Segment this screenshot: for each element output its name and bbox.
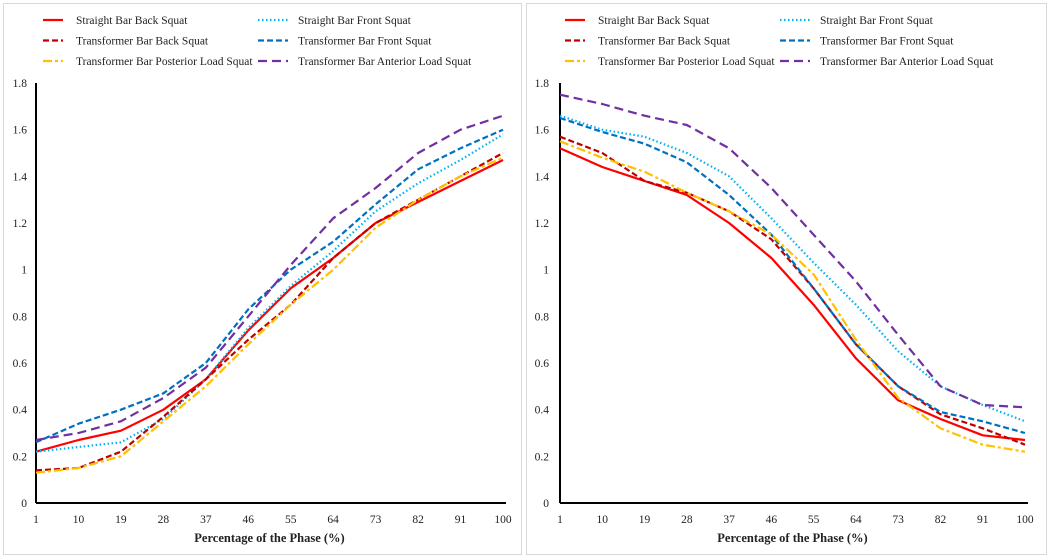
y-tick-label: 0.6 (535, 358, 550, 370)
series-line-straight-bar-front-squat (559, 114, 1026, 423)
series-line-transformer-bar-anterior-load-squat (35, 114, 504, 442)
x-tick-label: 37 (200, 514, 212, 526)
x-tick-label: 28 (158, 514, 170, 526)
y-tick-label: 0.8 (535, 311, 550, 323)
y-tick-label: 1.8 (13, 78, 28, 90)
x-tick-label: 46 (766, 514, 778, 526)
legend-label: Straight Bar Front Squat (298, 15, 412, 27)
legend-label: Transformer Bar Front Squat (820, 36, 954, 48)
x-tick-label: 1 (33, 514, 39, 526)
x-tick-label: 10 (597, 514, 609, 526)
series-line-transformer-bar-posterior-load-squat (35, 156, 504, 474)
panel-right: 0 0.2 0.4 0.6 0.8 1 1.2 1.4 1.6 1.8 1 10 19 28 37 46 55 6… (535, 15, 1034, 545)
legend-label: Transformer Bar Posterior Load Squat (76, 56, 253, 68)
x-tick-label: 100 (1016, 514, 1034, 526)
y-tick-label: 1.2 (13, 218, 28, 230)
y-tick-label: 0.6 (13, 358, 28, 370)
x-tick-label: 19 (639, 514, 651, 526)
legend-label: Transformer Bar Anterior Load Squat (298, 56, 472, 68)
legend-label: Transformer Bar Anterior Load Squat (820, 56, 994, 68)
series-line-straight-bar-front-squat (35, 133, 504, 453)
y-tick-label: 1.2 (535, 218, 550, 230)
x-tick-label: 82 (935, 514, 947, 526)
x-tick-label: 46 (243, 514, 255, 526)
y-tick-label: 1.4 (535, 171, 550, 183)
y-tick-label: 0.4 (13, 405, 28, 417)
panel-left-border (3, 3, 522, 555)
panel-right-border (526, 3, 1047, 555)
y-tick-label: 0.8 (13, 311, 28, 323)
x-tick-label: 19 (115, 514, 127, 526)
legend-label: Transformer Bar Back Squat (76, 36, 209, 48)
x-tick-label: 28 (681, 514, 693, 526)
x-tick-label: 73 (370, 514, 382, 526)
x-tick-label: 100 (494, 514, 512, 526)
y-tick-label: 0.2 (535, 451, 550, 463)
y-tick-label: 0 (21, 498, 27, 510)
legend-label: Straight Bar Back Squat (76, 15, 188, 27)
x-tick-label: 64 (850, 514, 862, 526)
y-tick-label: 1.8 (535, 78, 550, 90)
series-line-transformer-bar-posterior-load-squat (559, 140, 1026, 453)
y-tick-label: 1 (543, 265, 549, 277)
legend-label: Transformer Bar Front Squat (298, 36, 432, 48)
series-line-transformer-bar-front-squat (559, 116, 1026, 435)
y-tick-label: 0.4 (535, 405, 550, 417)
x-axis-label: Percentage of the Phase (%) (717, 531, 867, 545)
y-tick-label: 0.2 (13, 451, 28, 463)
series-line-transformer-bar-front-squat (35, 128, 504, 444)
x-tick-label: 55 (285, 514, 297, 526)
x-tick-label: 64 (327, 514, 339, 526)
series-line-transformer-bar-back-squat (559, 135, 1026, 446)
series-line-straight-bar-back-squat (559, 147, 1026, 442)
y-tick-label: 1 (21, 265, 27, 277)
y-tick-label: 1.6 (535, 125, 550, 137)
x-tick-label: 82 (412, 514, 424, 526)
x-tick-label: 73 (892, 514, 904, 526)
legend-label: Straight Bar Front Squat (820, 15, 934, 27)
legend-label: Straight Bar Back Squat (598, 15, 710, 27)
x-tick-label: 37 (723, 514, 735, 526)
x-tick-label: 55 (808, 514, 820, 526)
x-tick-label: 91 (977, 514, 989, 526)
x-tick-label: 91 (455, 514, 467, 526)
y-tick-label: 0 (543, 498, 549, 510)
y-tick-label: 1.4 (13, 171, 28, 183)
x-axis-label: Percentage of the Phase (%) (194, 531, 344, 545)
series-line-straight-bar-back-squat (35, 159, 504, 453)
series-line-transformer-bar-anterior-load-squat (559, 93, 1026, 409)
legend-label: Transformer Bar Back Squat (598, 36, 731, 48)
x-tick-label: 10 (73, 514, 85, 526)
y-tick-label: 1.6 (13, 125, 28, 137)
panel-left: 0 0.2 0.4 0.6 0.8 1 1.2 1.4 1.6 1.8 1 10 19 28 37 46 55 6… (13, 15, 512, 545)
legend-label: Transformer Bar Posterior Load Squat (598, 56, 775, 68)
x-tick-label: 1 (557, 514, 563, 526)
